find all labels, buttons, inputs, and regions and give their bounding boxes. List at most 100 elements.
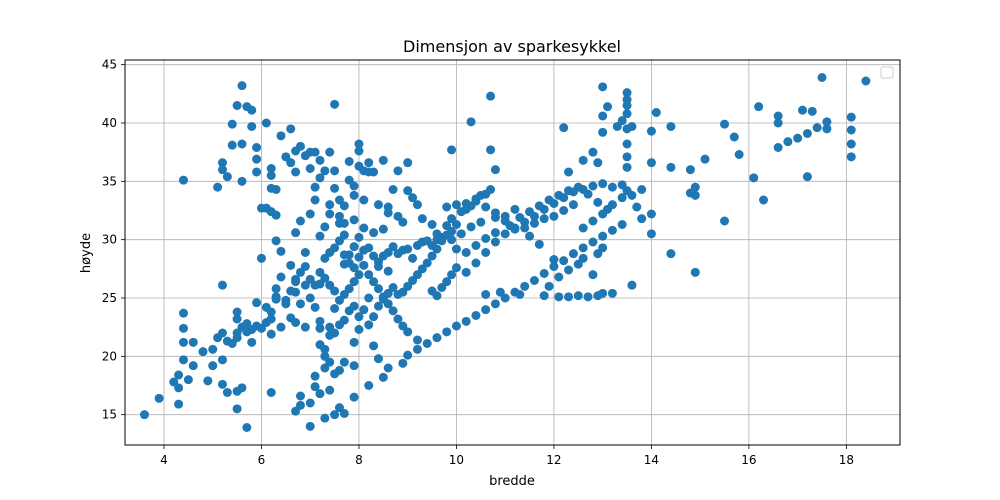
data-point [627, 122, 637, 131]
data-point [481, 248, 491, 257]
data-point [588, 270, 598, 280]
data-point [359, 195, 369, 205]
x-tick-label: 18 [839, 453, 854, 467]
data-point [734, 150, 744, 159]
data-point [266, 314, 276, 324]
data-point [388, 306, 398, 316]
data-point [286, 158, 296, 168]
data-point [607, 182, 617, 192]
data-point [325, 147, 335, 157]
data-point [320, 166, 330, 176]
data-point [583, 292, 593, 302]
data-point [388, 242, 398, 252]
plot-area-frame [124, 59, 901, 446]
data-point [822, 117, 832, 127]
data-point [539, 214, 549, 224]
data-point [237, 139, 247, 149]
data-point [588, 147, 598, 157]
data-point [286, 286, 296, 296]
data-point [783, 137, 793, 147]
data-point [607, 225, 617, 235]
data-point [622, 109, 632, 119]
data-point [564, 265, 574, 275]
data-point [793, 133, 803, 143]
data-point [481, 234, 491, 243]
data-point [534, 201, 544, 211]
data-point [237, 81, 247, 91]
data-point [598, 209, 608, 219]
data-point [471, 194, 481, 204]
data-point [520, 223, 530, 233]
data-point [486, 145, 496, 155]
data-point [266, 388, 276, 397]
data-point [266, 171, 276, 180]
data-point [310, 195, 320, 205]
data-point [364, 381, 374, 390]
data-point [222, 388, 232, 397]
data-point [549, 255, 559, 264]
data-point [178, 308, 188, 318]
y-tick-label: 15 [102, 408, 117, 422]
data-point [373, 284, 383, 294]
data-point [393, 314, 403, 324]
data-point [490, 299, 500, 309]
data-point [802, 172, 812, 182]
data-point [271, 284, 281, 294]
data-point [252, 298, 262, 308]
data-point [325, 385, 335, 395]
data-point [598, 231, 608, 241]
data-point [349, 361, 359, 371]
data-point [583, 189, 593, 199]
data-point [622, 152, 632, 162]
data-point [349, 215, 359, 225]
data-point [412, 344, 422, 354]
data-point [320, 222, 330, 232]
data-point [690, 190, 700, 200]
data-point [622, 88, 632, 98]
data-point [217, 328, 227, 338]
data-points [139, 73, 871, 432]
data-point [271, 185, 281, 194]
data-point [578, 155, 588, 165]
data-point [334, 295, 344, 305]
data-point [339, 259, 349, 269]
data-point [666, 122, 676, 131]
data-point [334, 195, 344, 205]
data-point [232, 307, 242, 317]
data-point [403, 186, 413, 196]
data-point [222, 172, 232, 182]
data-point [846, 139, 856, 149]
data-point [588, 216, 598, 226]
data-point [339, 315, 349, 325]
data-point [237, 383, 247, 393]
data-point [412, 335, 422, 345]
data-point [330, 369, 340, 379]
axis-ticks: 4 6 8 10 12 14 16 18 15 20 25 30 35 40 45 [102, 58, 854, 467]
data-point [861, 76, 871, 86]
data-point [178, 337, 188, 347]
data-point [300, 248, 310, 257]
data-point [417, 214, 427, 224]
data-point [510, 204, 520, 214]
data-point [598, 82, 608, 92]
data-point [232, 314, 242, 324]
data-point [447, 270, 457, 280]
data-point [291, 277, 301, 287]
data-point [315, 279, 325, 289]
data-point [846, 112, 856, 122]
data-point [349, 263, 359, 273]
data-point [208, 361, 218, 371]
x-tick-label: 4 [160, 453, 168, 467]
data-point [598, 288, 608, 298]
data-point [593, 249, 603, 259]
data-point [451, 263, 461, 273]
data-point [276, 272, 286, 282]
data-point [369, 277, 379, 287]
data-point [339, 230, 349, 240]
legend-box [880, 66, 894, 79]
data-point [549, 211, 559, 221]
data-point [305, 293, 315, 303]
x-tick-label: 16 [741, 453, 756, 467]
data-point [559, 206, 569, 215]
data-point [447, 214, 457, 224]
